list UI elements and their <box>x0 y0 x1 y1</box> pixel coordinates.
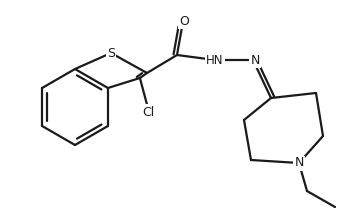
Text: N: N <box>250 54 260 67</box>
Text: O: O <box>179 14 189 28</box>
Text: N: N <box>294 157 304 170</box>
Text: HN: HN <box>206 54 224 67</box>
Text: S: S <box>107 46 115 59</box>
Text: Cl: Cl <box>142 105 154 119</box>
